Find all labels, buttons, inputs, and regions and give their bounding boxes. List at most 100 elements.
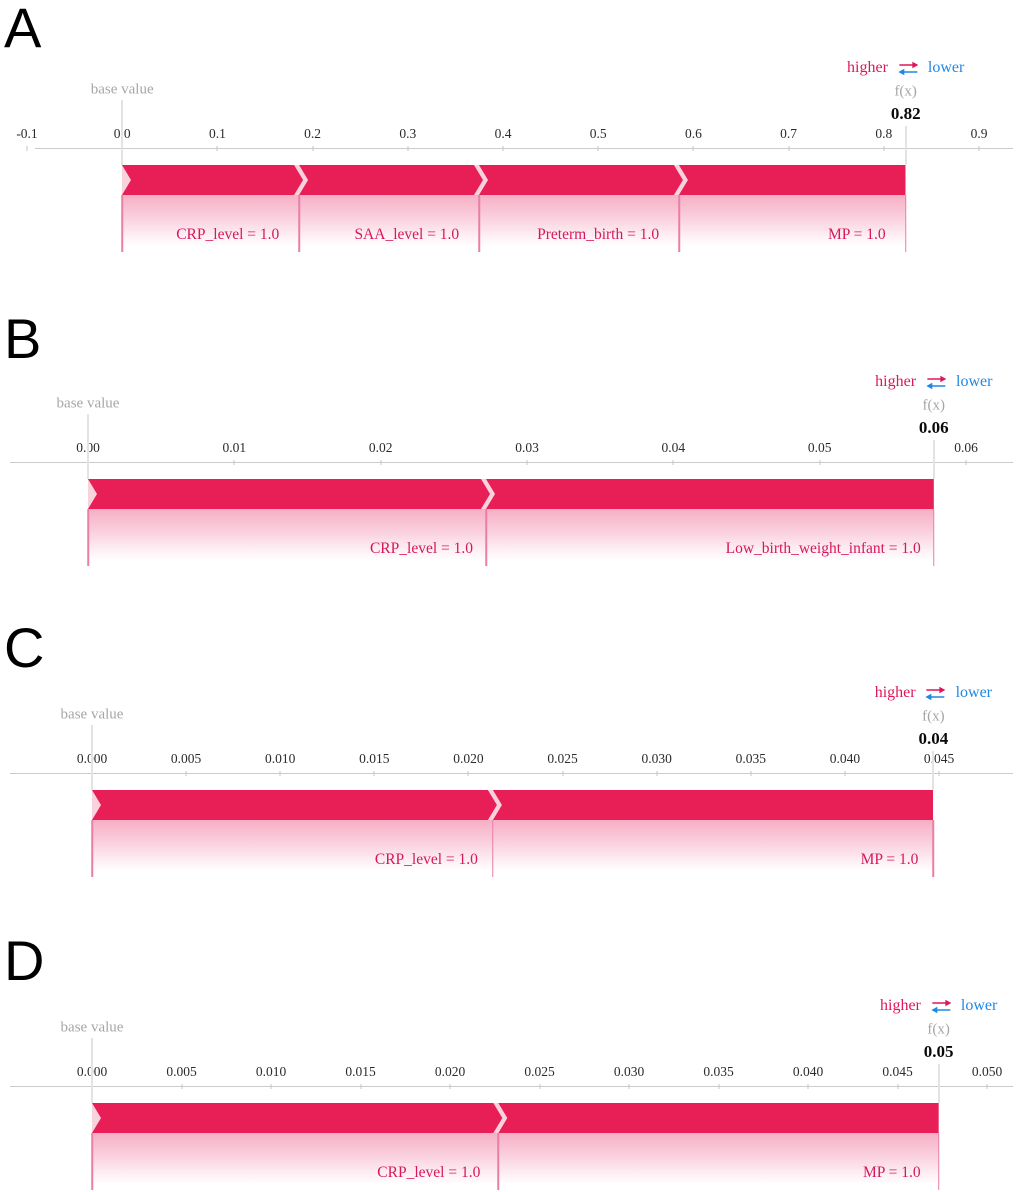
force-segment [498,1103,939,1133]
axis-tick-label: 0.020 [453,751,484,766]
axis-tick-mark [91,1084,93,1089]
feature-label: CRP_level = 1.0 [369,540,474,557]
legend-higher-label: higher [875,373,917,390]
fx-label: f(x) [922,708,945,725]
higher-lower-legend: higher lower [880,997,997,1015]
axis-tick-mark [467,771,469,776]
feature-label: MP = 1.0 [860,851,919,868]
axis-tick-mark [502,146,504,151]
axis-tick-mark [750,771,752,776]
axis-tick-mark [692,146,694,151]
panel-letter: C [4,616,45,679]
axis-tick-label: 0.010 [265,751,296,766]
fx-value: 0.82 [890,104,921,123]
axis-tick-label: 0.030 [613,1064,645,1079]
feature-label: MP = 1.0 [827,226,886,243]
base-value-label: base value [90,81,154,98]
base-value-line [87,414,89,479]
axis-tick-label: 0.030 [641,751,672,766]
axis-tick-label: 0.020 [434,1064,466,1079]
axis-tick-mark [270,1084,272,1089]
segment-divider-line [497,1133,500,1190]
axis-tick-label: 0.06 [954,440,978,455]
axis-tick-label: 0.03 [515,440,539,455]
force-segment [479,165,684,195]
axis-tick-mark [819,460,821,465]
force-gradient-skirt [92,820,934,874]
base-value-line [91,1038,93,1103]
axis-tick-label: 0.7 [780,126,798,141]
segment-gap-background [88,479,934,509]
feature-label: Low_birth_weight_infant = 1.0 [725,540,921,557]
axis-tick-label: 0.8 [875,126,893,141]
segment-gap-background [122,165,906,195]
axis-tick-mark [883,146,885,151]
axis-tick-mark [216,146,218,151]
axis-tick-mark [807,1084,809,1089]
axis-tick-mark [233,460,235,465]
force-segment [88,479,491,509]
axis-tick-label: 0.02 [368,440,393,455]
axis-tick-label: 0.010 [255,1064,287,1079]
axis-tick-mark [597,146,599,151]
axis-tick-label: 0.035 [735,751,766,766]
axis-tick-mark [449,1084,451,1089]
higher-lower-legend: higher lower [875,684,992,702]
fx-marker-line [937,1064,940,1103]
segment-divider-line [121,195,123,252]
segment-divider-line [485,509,487,566]
axis-tick-label: 0.005 [170,751,202,766]
base-value-label: base value [60,706,124,723]
segment-divider-line [298,195,301,252]
axis-tick-mark [897,1084,898,1089]
axis-tick-label: 0.2 [304,126,322,141]
fx-value: 0.05 [923,1042,954,1061]
panel-letter: A [4,0,42,59]
segment-divider-line [91,1133,93,1190]
segment-divider-line [937,1133,940,1190]
force-arrow-bar [88,479,934,509]
axis-tick-mark [121,146,123,151]
axis-tick-mark [718,1084,719,1089]
axis-tick-label: 0.5 [589,126,607,141]
axis-tick-label: 0.025 [547,751,578,766]
axis-tick-mark [539,1084,540,1089]
axis-tick-label: 0.040 [829,751,861,766]
legend-higher-label: higher [874,684,916,701]
force-segment [486,479,934,509]
higher-lower-arrows-icon [930,999,951,1013]
segment-divider-line [87,509,89,566]
higher-lower-arrows-icon [897,61,918,75]
fx-marker-line [932,440,935,479]
feature-label: Preterm_birth = 1.0 [537,226,660,243]
axis-tick-label: 0.04 [661,440,686,455]
axis-tick-label: 0.025 [524,1064,555,1079]
feature-label: CRP_level = 1.0 [377,1164,481,1181]
segment-gap-background [92,790,934,820]
legend-lower-label: lower [960,997,998,1014]
force-segment [679,165,906,195]
feature-label: MP = 1.0 [862,1164,921,1181]
feature-label: SAA_level = 1.0 [354,226,460,243]
force-segment [299,165,484,195]
axis-tick-mark [91,771,93,776]
legend-lower-label: lower [956,373,993,390]
higher-lower-legend: higher lower [875,373,992,391]
segment-gap-background [92,1103,939,1133]
fx-label: f(x) [927,1021,950,1038]
legend-lower-label: lower [955,684,992,701]
x-axis-line [10,462,1013,463]
axis-tick-label: 0.6 [684,126,702,141]
axis-tick-mark [844,771,846,776]
force-gradient-skirt [122,195,906,249]
base-value-label: base value [60,1019,124,1036]
axis-tick-label: 0.045 [923,751,955,766]
axis-tick-mark [26,146,28,151]
axis-tick-label: 0.050 [971,1064,1003,1079]
higher-lower-arrows-icon [925,686,946,700]
x-axis-line [35,148,1013,149]
axis-tick-label: 0.045 [882,1064,913,1079]
